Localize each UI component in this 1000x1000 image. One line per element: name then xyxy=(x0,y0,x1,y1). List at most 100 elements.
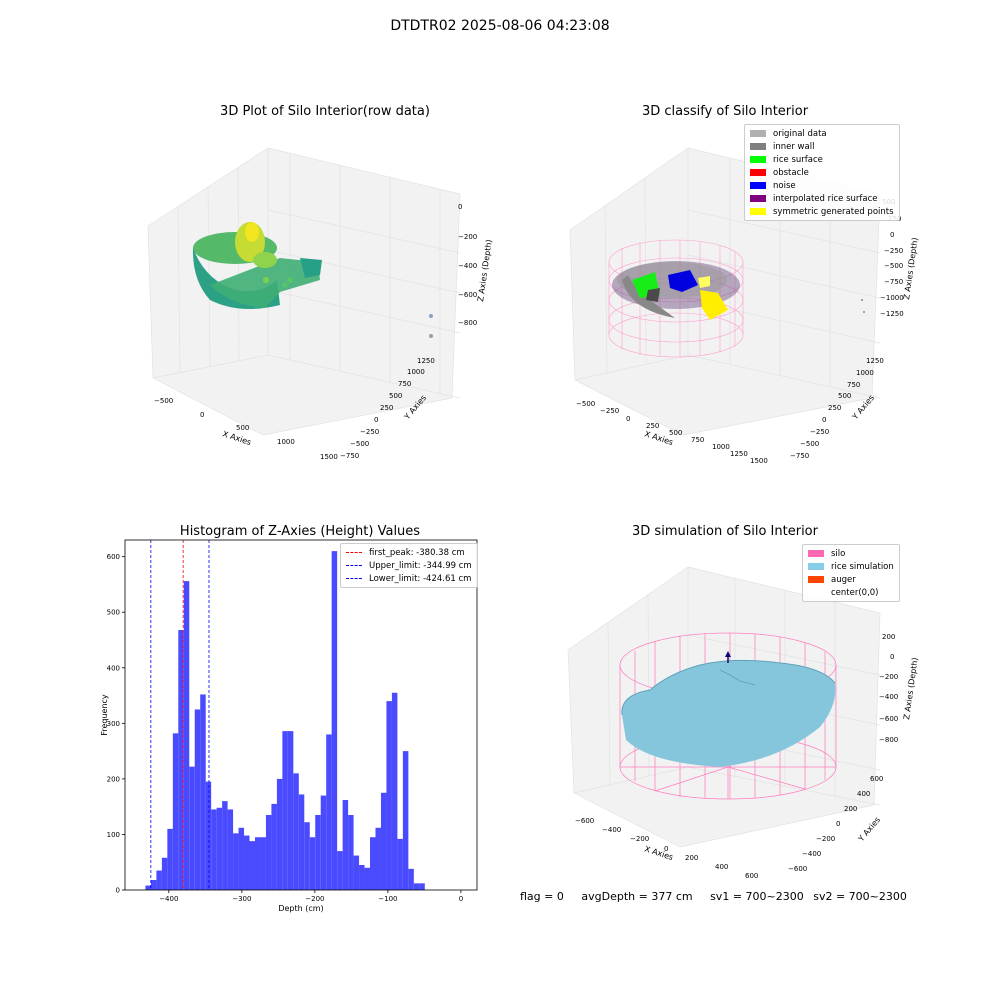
legend-swatch xyxy=(750,195,766,202)
legend-swatch xyxy=(808,589,824,596)
histogram-xtick: −200 xyxy=(305,895,324,903)
histogram-bar xyxy=(315,815,321,890)
histogram-xtick: 0 xyxy=(459,895,463,903)
plot1-ytick: −500 xyxy=(350,440,369,448)
plot4-3d-axes: 200 0 −200 −400 −600 −800 Z Axies (Depth… xyxy=(567,566,920,880)
legend-line xyxy=(346,578,362,579)
histogram-xtick: −300 xyxy=(232,895,251,903)
plot1-xtick: 1500 xyxy=(320,453,338,461)
legend-label: first_peak: -380.38 cm xyxy=(369,547,465,558)
plot2-title: 3D classify of Silo Interior xyxy=(641,104,809,119)
legend-label: obstacle xyxy=(773,167,809,178)
plot2-xtick: 0 xyxy=(626,415,630,423)
legend-item: silo xyxy=(808,547,894,560)
plot4-ztick: −600 xyxy=(879,715,898,723)
histogram-bar xyxy=(348,815,354,890)
auger-icon xyxy=(725,651,731,663)
plot1-ztick: −200 xyxy=(458,233,477,241)
plot4-xtick: −600 xyxy=(575,817,594,825)
histogram-bar xyxy=(386,701,392,890)
plot1-ztick: −400 xyxy=(458,262,477,270)
plot2-zlabel: Z Axies (Depth) xyxy=(902,237,920,300)
plot2-ytick: 250 xyxy=(828,404,841,412)
plot2-xtick: 1500 xyxy=(750,457,768,465)
plot4-xtick: 200 xyxy=(685,854,698,862)
histogram-bar xyxy=(216,807,223,890)
plot1-ytick: −750 xyxy=(340,452,359,460)
histogram-ytick: 200 xyxy=(107,775,120,783)
legend-swatch xyxy=(808,563,824,570)
plot4-zlabel: Z Axies (Depth) xyxy=(902,657,920,720)
plot4-title: 3D simulation of Silo Interior xyxy=(632,524,818,539)
legend-item: obstacle xyxy=(750,166,894,179)
plot1-3d-axes: 0 −200 −400 −600 −800 Z Axies (Depth) −5… xyxy=(147,147,494,461)
histogram-bar xyxy=(222,801,228,890)
status-text: flag = 0 avgDepth = 377 cm sv1 = 700~230… xyxy=(520,890,921,903)
histogram-bar xyxy=(419,883,425,890)
plot2-ytick: 0 xyxy=(822,416,826,424)
plot1-ytick: −250 xyxy=(360,428,379,436)
histogram-legend: first_peak: -380.38 cm Upper_limit: -344… xyxy=(340,543,478,588)
histogram-ytick: 0 xyxy=(116,887,120,895)
flag-value: flag = 0 xyxy=(520,890,564,903)
histogram-bar xyxy=(156,870,162,890)
legend-label: interpolated rice surface xyxy=(773,193,878,204)
histogram-bar xyxy=(370,837,376,890)
legend-item: first_peak: -380.38 cm xyxy=(346,546,472,559)
histogram-bar xyxy=(282,731,288,890)
legend-label: silo xyxy=(831,548,846,559)
plot2-ytick: 1000 xyxy=(856,369,874,377)
plot4-ztick: −800 xyxy=(879,736,898,744)
plot1-title: 3D Plot of Silo Interior(row data) xyxy=(220,104,430,119)
legend-swatch xyxy=(750,208,766,215)
histogram-bar xyxy=(254,837,261,890)
histogram-bar xyxy=(320,795,327,890)
legend-item: inner wall xyxy=(750,140,894,153)
histogram-bar xyxy=(211,809,217,890)
legend-swatch xyxy=(750,143,766,150)
histogram-ytick: 400 xyxy=(107,664,120,672)
histogram-xlabel: Depth (cm) xyxy=(278,904,323,913)
plot4-ztick: −400 xyxy=(879,693,898,701)
plot1-ytick: 1250 xyxy=(417,357,435,365)
legend-swatch xyxy=(750,182,766,189)
histogram-title: Histogram of Z-Axies (Height) Values xyxy=(179,524,421,539)
histogram-bar xyxy=(309,837,316,890)
legend-swatch xyxy=(808,550,824,557)
plot2-xtick: 1000 xyxy=(712,443,730,451)
legend-item: rice surface xyxy=(750,153,894,166)
histogram-bar xyxy=(172,733,179,890)
plot4-ytick: 0 xyxy=(836,820,840,828)
plot4-ytick: −200 xyxy=(816,835,835,843)
legend-item: symmetric generated points xyxy=(750,205,894,218)
histogram-bar xyxy=(287,731,294,890)
plot1-ztick: −600 xyxy=(458,291,477,299)
plot1-point-cloud xyxy=(192,222,433,338)
plot4-xtick: 0 xyxy=(664,845,668,853)
plot1-xtick: 1000 xyxy=(277,438,295,446)
histogram-ytick: 600 xyxy=(107,553,120,561)
plot1-ztick: −800 xyxy=(458,319,477,327)
legend-item: original data xyxy=(750,127,894,140)
plot4-ztick: −200 xyxy=(879,673,898,681)
plot4-xlabel: X Axies xyxy=(643,844,674,862)
histogram-bar xyxy=(364,867,371,890)
legend-line xyxy=(346,552,362,553)
histogram-bar xyxy=(342,800,349,890)
plot2-ytick: −500 xyxy=(800,440,819,448)
plot2-ztick: −1000 xyxy=(880,294,904,302)
legend-label: Lower_limit: -424.61 cm xyxy=(369,573,472,584)
avg-depth-value: avgDepth = 377 cm xyxy=(581,890,693,903)
plot2-legend: original data inner wall rice surface ob… xyxy=(744,124,900,221)
plot2-xtick: 750 xyxy=(691,436,704,444)
histogram-bar xyxy=(161,857,168,890)
plot1-ytick: 750 xyxy=(398,380,411,388)
plot4-ylabel: Y Axies xyxy=(856,815,882,844)
histogram-bar xyxy=(375,827,381,890)
histogram-bar xyxy=(238,827,245,890)
legend-swatch xyxy=(750,156,766,163)
plot2-ztick: −500 xyxy=(884,262,903,270)
plot1-xtick: 0 xyxy=(200,411,204,419)
histogram-bar xyxy=(408,868,414,890)
histogram-ytick: 100 xyxy=(107,831,120,839)
